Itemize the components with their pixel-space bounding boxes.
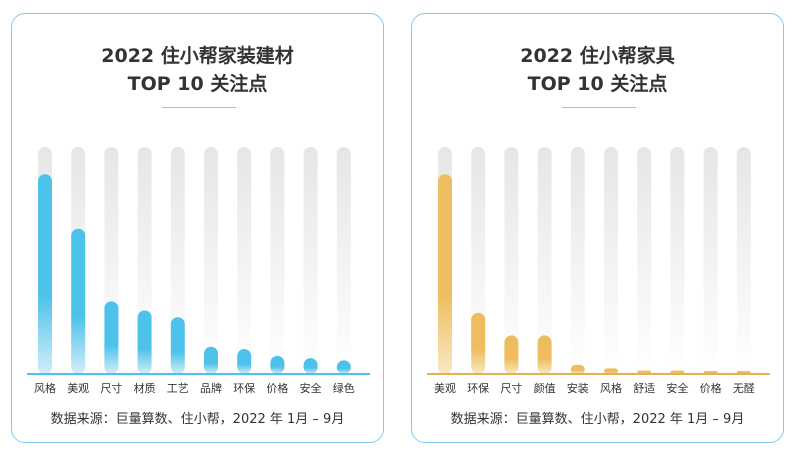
title-divider xyxy=(162,107,236,108)
furniture-panel: 2022 住小帮家具 TOP 10 关注点 美观 环保 尺寸 颜值 安装 风格 舒适 安全 价格… xyxy=(411,13,784,443)
x-tick-label: 尺寸 xyxy=(100,381,122,395)
bar-绿色 xyxy=(336,360,351,374)
x-tick-label: 尺寸 xyxy=(500,381,522,395)
bar-track xyxy=(237,147,252,374)
bar-track xyxy=(703,147,718,374)
bar-风格 xyxy=(38,174,52,374)
chart-subtitle: TOP 10 关注点 xyxy=(527,73,668,95)
title-divider xyxy=(562,107,636,108)
building-materials-panel: 2022 住小帮家装建材 TOP 10 关注点 风格 美观 尺寸 材质 工艺 品牌 环保 价格… xyxy=(11,13,384,443)
x-tick-label: 工艺 xyxy=(167,382,189,395)
chart-title: 2022 住小帮家装建材 xyxy=(101,45,294,67)
x-tick-label: 美观 xyxy=(434,382,456,395)
bar-track xyxy=(604,147,618,374)
x-tick-label: 风格 xyxy=(600,381,622,395)
bar-track xyxy=(303,147,318,374)
bar-track xyxy=(637,147,652,374)
furniture-bar-chart: 美观 环保 尺寸 颜值 安装 风格 舒适 安全 价格 无醛 xyxy=(427,147,770,395)
bar-track xyxy=(670,147,685,374)
bar-工艺 xyxy=(170,317,185,374)
x-tick-label: 安全 xyxy=(666,381,688,395)
bar-track xyxy=(736,147,751,374)
bar-track xyxy=(570,147,585,374)
data-source-note: 数据来源：巨量算数、住小帮，2022 年 1月 – 9月 xyxy=(50,412,345,427)
x-tick-label: 价格 xyxy=(266,381,288,395)
bar-安全 xyxy=(303,358,318,374)
bar-环保 xyxy=(237,349,252,374)
x-tick-label: 价格 xyxy=(700,381,722,395)
bar-track xyxy=(504,147,519,374)
bar-材质 xyxy=(137,310,152,374)
bar-track xyxy=(204,147,218,374)
chart-title: 2022 住小帮家具 xyxy=(520,45,675,67)
x-tick-label: 风格 xyxy=(34,381,56,395)
x-tick-label: 无醛 xyxy=(733,381,755,395)
building-materials-bar-chart: 风格 美观 尺寸 材质 工艺 品牌 环保 价格 安全 绿色 xyxy=(27,147,370,395)
x-tick-label: 安全 xyxy=(300,381,322,395)
x-tick-label: 舒适 xyxy=(633,381,655,395)
bar-美观 xyxy=(71,228,86,374)
x-tick-label: 材质 xyxy=(134,381,156,395)
bar-尺寸 xyxy=(104,301,119,374)
x-tick-label: 绿色 xyxy=(333,381,355,395)
x-tick-label: 品牌 xyxy=(200,381,222,395)
bar-track xyxy=(537,147,552,374)
bar-track xyxy=(270,147,285,374)
bar-颜值 xyxy=(537,335,552,374)
data-source-note: 数据来源：巨量算数、住小帮，2022 年 1月 – 9月 xyxy=(450,412,745,427)
x-tick-label: 环保 xyxy=(467,381,489,395)
chart-subtitle: TOP 10 关注点 xyxy=(127,73,268,95)
bar-尺寸 xyxy=(504,335,519,374)
bar-品牌 xyxy=(204,346,218,374)
bar-价格 xyxy=(270,355,285,374)
bar-风格 xyxy=(604,368,618,374)
x-tick-label: 颜值 xyxy=(534,382,556,395)
bar-track xyxy=(170,147,185,374)
x-tick-label: 美观 xyxy=(67,382,89,395)
x-tick-label: 安装 xyxy=(567,381,589,395)
x-tick-label: 环保 xyxy=(233,381,255,395)
bar-美观 xyxy=(438,174,452,374)
bar-安装 xyxy=(570,364,585,374)
bar-环保 xyxy=(471,312,486,374)
bar-track xyxy=(336,147,351,374)
